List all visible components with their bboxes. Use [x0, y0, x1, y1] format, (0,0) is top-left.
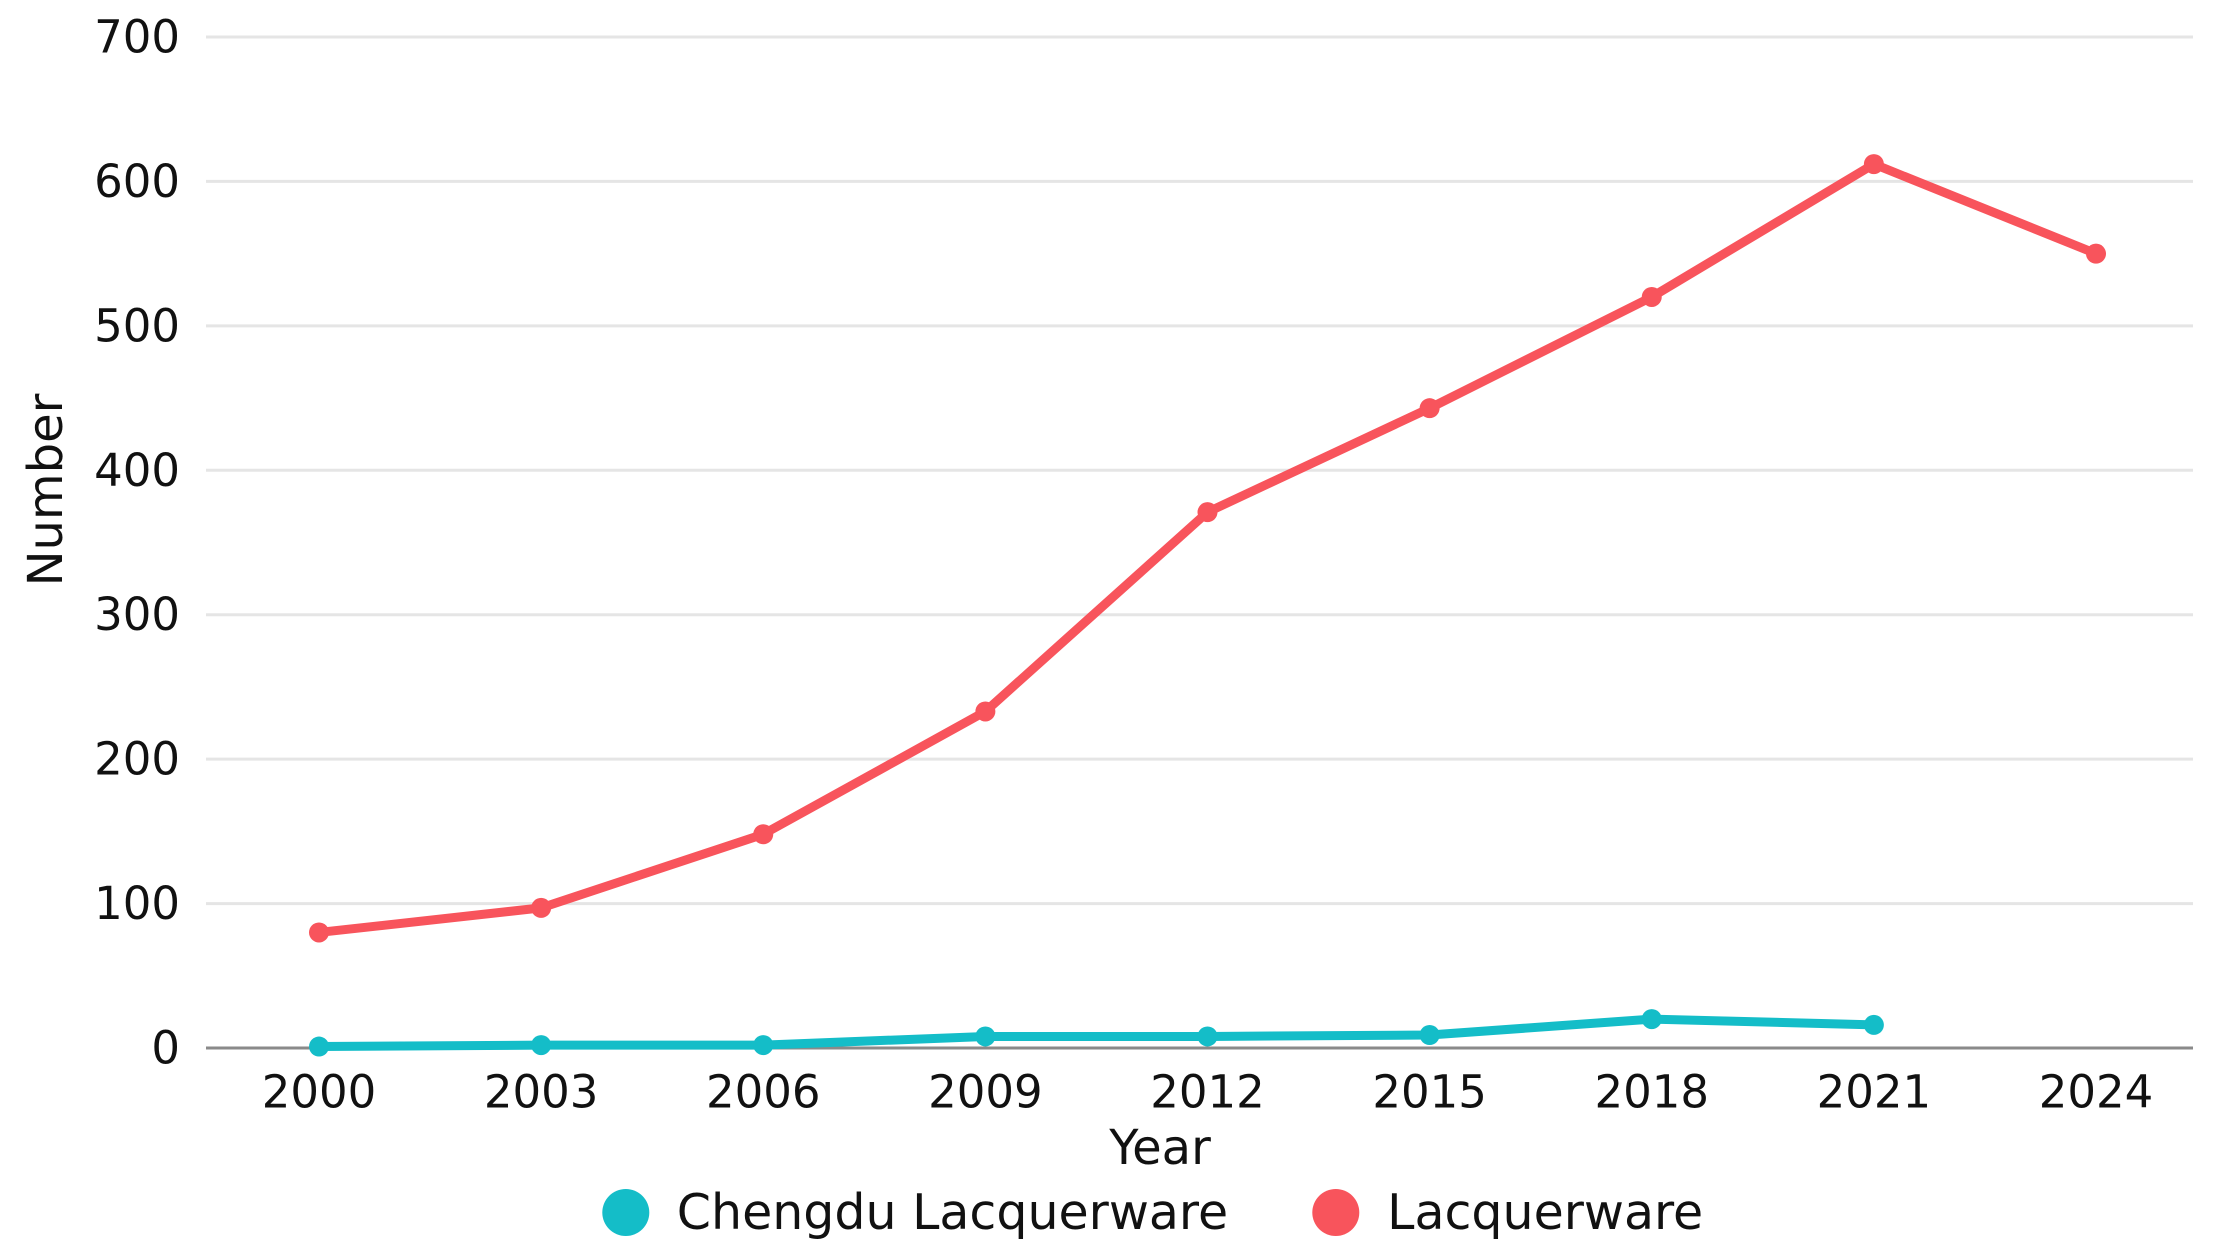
x-tick-label: 2009: [928, 1066, 1043, 1119]
data-point-lacquerware-2003[interactable]: [531, 897, 552, 918]
y-tick-label: 400: [94, 444, 180, 497]
y-tick-label: 600: [94, 155, 180, 208]
legend-label-chengdu-lacquerware: Chengdu Lacquerware: [676, 1184, 1229, 1241]
x-tick-label: 2003: [484, 1066, 599, 1119]
data-point-lacquerware-2018[interactable]: [1641, 286, 1662, 307]
data-point-chengdu-lacquerware-2012[interactable]: [1197, 1026, 1218, 1047]
legend-dot-lacquerware-icon: [1312, 1189, 1360, 1236]
x-tick-label: 2021: [1817, 1066, 1932, 1119]
y-tick-label: 0: [151, 1022, 180, 1075]
y-tick-label: 100: [94, 877, 180, 930]
y-tick-label: 200: [94, 733, 180, 786]
x-axis-title: Year: [1109, 1120, 1211, 1176]
data-point-chengdu-lacquerware-2009[interactable]: [975, 1026, 996, 1047]
x-tick-label: 2006: [706, 1066, 821, 1119]
x-tick-label: 2015: [1372, 1066, 1487, 1119]
data-point-lacquerware-2024[interactable]: [2086, 243, 2106, 264]
x-tick-label: 2012: [1150, 1066, 1265, 1119]
data-point-lacquerware-2021[interactable]: [1863, 154, 1884, 175]
legend-entry-lacquerware[interactable]: Lacquerware: [1312, 1184, 1703, 1241]
y-tick-label: 300: [94, 588, 180, 641]
data-point-chengdu-lacquerware-2003[interactable]: [531, 1035, 552, 1056]
y-tick-label: 700: [94, 11, 180, 64]
data-point-lacquerware-2006[interactable]: [753, 824, 774, 845]
data-point-lacquerware-2015[interactable]: [1419, 398, 1440, 419]
data-point-lacquerware-2000[interactable]: [309, 922, 329, 943]
data-point-lacquerware-2012[interactable]: [1197, 502, 1218, 523]
series-line-lacquerware: [314, 159, 2101, 937]
data-point-lacquerware-2009[interactable]: [975, 701, 996, 722]
x-tick-label: 2000: [262, 1066, 377, 1119]
data-point-chengdu-lacquerware-2021[interactable]: [1863, 1014, 1884, 1035]
data-point-chengdu-lacquerware-2018[interactable]: [1641, 1009, 1662, 1030]
data-point-chengdu-lacquerware-2000[interactable]: [309, 1036, 329, 1057]
legend-label-lacquerware: Lacquerware: [1387, 1184, 1704, 1241]
series-line-chengdu-lacquerware: [314, 1014, 1879, 1052]
data-point-chengdu-lacquerware-2015[interactable]: [1419, 1025, 1440, 1046]
legend-entry-chengdu-lacquerware[interactable]: Chengdu Lacquerware: [601, 1184, 1229, 1241]
legend-dot-chengdu-lacquerware-icon: [601, 1189, 649, 1236]
y-axis-title: Number: [18, 393, 74, 587]
x-tick-label: 2018: [1594, 1066, 1709, 1119]
legend: Chengdu Lacquerware Lacquerware: [601, 1184, 1703, 1241]
x-tick-label: 2024: [2039, 1066, 2154, 1119]
y-tick-label: 500: [94, 299, 180, 352]
data-point-chengdu-lacquerware-2006[interactable]: [753, 1035, 774, 1056]
